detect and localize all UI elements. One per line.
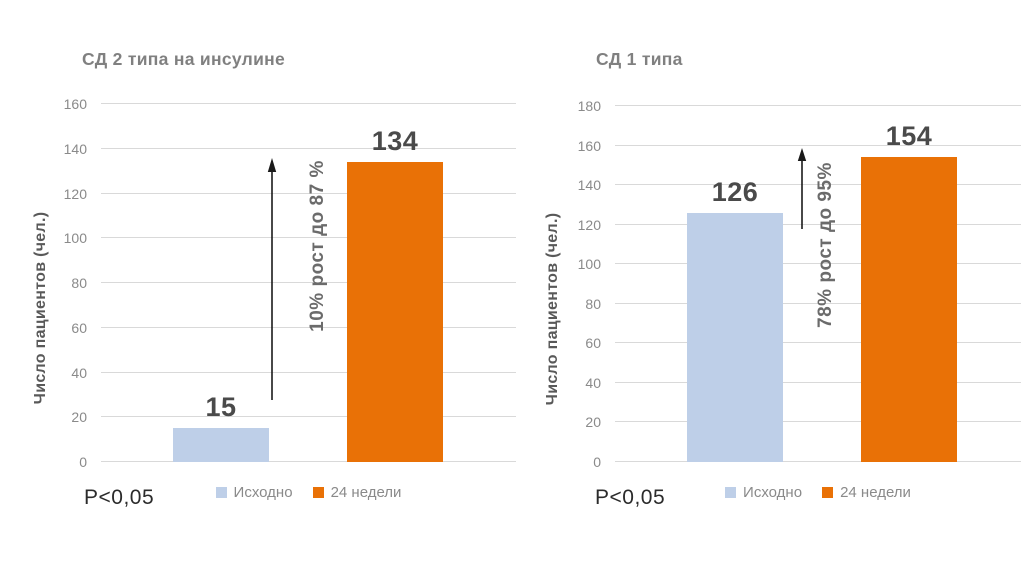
y-tick-label: 140 xyxy=(577,177,601,194)
y-tick-label: 120 xyxy=(577,216,601,233)
legend-item-24weeks: 24 недели xyxy=(822,484,911,501)
gridline xyxy=(101,282,516,283)
p-value-label: P<0,05 xyxy=(595,486,666,509)
gridline xyxy=(615,105,1021,106)
bar-24weeks-fill xyxy=(347,162,443,462)
gridline xyxy=(101,192,516,194)
chart-type2-insulin: СД 2 типа на инсулине Число пациентов (ч… xyxy=(32,49,516,509)
legend-swatch-24weeks-icon xyxy=(312,487,324,498)
y-tick-label: 20 xyxy=(71,409,87,426)
gridline xyxy=(101,461,516,462)
legend-label: Исходно xyxy=(743,484,803,501)
chart-type1: СД 1 типа Число пациентов (чел.) 0 20 40 60… xyxy=(520,0,1024,573)
gridline xyxy=(615,263,1021,265)
bar-value-label: 134 xyxy=(371,126,419,157)
chart-title: СД 2 типа на инсулине xyxy=(82,49,286,69)
gridline xyxy=(615,461,1021,462)
gridline xyxy=(615,381,1021,383)
bar-baseline: 126 xyxy=(687,178,783,462)
legend-swatch-baseline-icon xyxy=(215,487,227,498)
gridline xyxy=(615,144,1021,146)
gridline xyxy=(101,416,516,418)
y-tick-label: 140 xyxy=(63,140,87,157)
y-tick-label: 80 xyxy=(71,275,87,291)
gridline xyxy=(101,326,516,328)
legend-label: Исходно xyxy=(233,484,293,501)
plot-area: 0 20 40 60 80 100 120 140 160 15 134 xyxy=(64,97,516,469)
legend: Исходно 24 недели xyxy=(101,484,516,501)
y-tick-label: 0 xyxy=(593,454,601,470)
y-tick-label: 180 xyxy=(577,98,601,114)
bar-value-label: 126 xyxy=(711,176,759,207)
y-tick-label: 0 xyxy=(79,454,87,470)
legend-swatch-24weeks-icon xyxy=(822,487,834,498)
gridline xyxy=(615,184,1021,186)
bar-value-label: 15 xyxy=(205,392,237,423)
bar-baseline-fill xyxy=(173,428,269,462)
y-tick-label: 160 xyxy=(577,137,601,154)
legend-item-baseline: Исходно xyxy=(215,484,293,501)
growth-arrow-icon xyxy=(267,158,277,400)
legend-item-24weeks: 24 недели xyxy=(312,484,402,501)
y-tick-label: 40 xyxy=(71,364,87,381)
gridline xyxy=(615,342,1021,344)
gridline xyxy=(615,223,1021,225)
y-tick-label: 160 xyxy=(63,96,87,112)
gridline xyxy=(101,147,516,149)
y-tick-label: 60 xyxy=(71,319,87,336)
bar-24weeks: 134 xyxy=(347,128,443,462)
gridline xyxy=(101,103,516,104)
bar-baseline: 15 xyxy=(173,394,269,462)
gridline xyxy=(101,237,516,239)
bar-24weeks-fill xyxy=(861,157,957,462)
bar-baseline-fill xyxy=(687,212,783,462)
bar-value-label: 154 xyxy=(885,121,933,152)
p-value-label: P<0,05 xyxy=(84,486,155,509)
gridline xyxy=(615,302,1021,304)
plot-area: 0 20 40 60 80 100 120 140 160 180 126 154 xyxy=(578,99,1021,469)
legend-label: 24 недели xyxy=(330,484,402,501)
y-tick-label: 100 xyxy=(577,256,601,273)
gridline xyxy=(615,421,1021,423)
y-tick-label: 40 xyxy=(585,374,601,391)
y-tick-label: 20 xyxy=(585,414,601,431)
legend-swatch-baseline-icon xyxy=(725,487,737,498)
growth-annotation: 78% рост до 95% xyxy=(815,162,836,328)
bar-24weeks: 154 xyxy=(861,123,957,462)
legend: Исходно 24 недели xyxy=(615,484,1021,501)
legend-item-baseline: Исходно xyxy=(725,484,802,501)
y-tick-label: 80 xyxy=(585,295,601,312)
legend-label: 24 недели xyxy=(840,484,911,501)
y-tick-label: 60 xyxy=(585,335,601,352)
gridline xyxy=(101,371,516,373)
y-tick-label: 120 xyxy=(63,185,87,202)
growth-arrow-icon xyxy=(797,148,807,229)
chart-title: СД 1 типа xyxy=(596,49,683,69)
y-tick-label: 100 xyxy=(63,230,87,247)
growth-annotation: 10% рост до 87 % xyxy=(307,160,328,332)
